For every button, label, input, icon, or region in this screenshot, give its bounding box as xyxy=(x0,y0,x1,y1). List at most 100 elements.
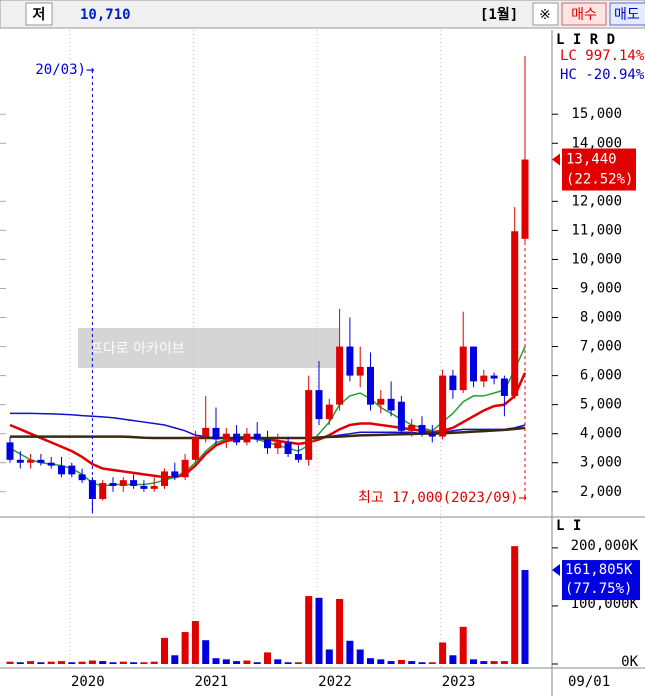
volume-bar xyxy=(274,659,282,664)
low-annotation: 20/03)→ xyxy=(35,62,94,78)
volume-bar xyxy=(521,570,529,664)
candle-body xyxy=(222,433,230,440)
candle-body xyxy=(140,485,148,489)
candle-body xyxy=(150,485,158,489)
settings-button[interactable] xyxy=(532,2,559,26)
volume-bar xyxy=(150,661,158,664)
volume-bar xyxy=(16,662,24,664)
volume-bar xyxy=(490,661,498,664)
volume-bar xyxy=(459,626,467,664)
candle-body xyxy=(274,442,282,449)
y-tick-label: 3,000 xyxy=(580,455,622,471)
toolbar-price: 10,710 xyxy=(80,7,131,23)
y-tick-label: 7,000 xyxy=(580,339,622,355)
candle-body xyxy=(253,433,261,440)
volume-bar xyxy=(449,655,457,664)
y-tick-label: 11,000 xyxy=(571,222,622,238)
volume-icon: L I xyxy=(556,518,581,534)
candle-body xyxy=(294,454,302,460)
volume-bar xyxy=(336,598,344,664)
volume-bar xyxy=(253,662,261,664)
volume-tag-label: 161,805K xyxy=(565,562,633,578)
candle-body xyxy=(233,433,241,443)
buy-button[interactable] xyxy=(561,2,607,26)
candle-body xyxy=(490,375,498,379)
y-tick-label: 15,000 xyxy=(571,106,622,122)
price-tag-label: 13,440 xyxy=(566,152,617,168)
price-tag-change: (22.52%) xyxy=(566,172,633,188)
volume-bar xyxy=(88,660,96,664)
candle-body xyxy=(315,390,323,420)
candle-body xyxy=(58,465,65,475)
watermark-box xyxy=(78,328,340,368)
volume-bar xyxy=(480,661,488,664)
candle-body xyxy=(418,424,426,434)
candle-body xyxy=(171,471,179,478)
volume-bar xyxy=(161,637,168,664)
volume-bar xyxy=(367,658,374,664)
y-tick-label: 5,000 xyxy=(580,397,622,413)
date-label: 09/01 xyxy=(568,674,610,690)
volume-bar xyxy=(130,662,138,664)
candle-body xyxy=(356,366,364,376)
candle-body xyxy=(284,442,292,455)
x-tick-label: 2020 xyxy=(71,674,105,690)
candle-body xyxy=(212,427,220,440)
label-box xyxy=(25,2,53,26)
volume-bar xyxy=(418,662,426,664)
candle-body xyxy=(305,390,313,460)
settings-icon: ※ xyxy=(539,7,551,23)
volume-bar xyxy=(294,662,302,664)
candle-body xyxy=(109,483,117,486)
candle-body xyxy=(470,346,477,382)
volume-tag xyxy=(562,560,640,601)
volume-bar xyxy=(408,661,416,664)
candle-body xyxy=(202,427,210,437)
y-tick-label: 8,000 xyxy=(580,310,622,326)
volume-bar xyxy=(243,660,251,664)
volume-bar xyxy=(511,546,519,664)
candle-body xyxy=(6,442,14,460)
volume-tag-change: (77.75%) xyxy=(565,581,632,597)
volume-bar xyxy=(99,661,107,664)
volume-bar xyxy=(439,642,447,664)
volume-bar xyxy=(119,661,127,664)
candle-body xyxy=(500,378,508,396)
candle-body xyxy=(336,346,344,405)
period[interactable]: [1월] xyxy=(480,6,518,23)
candle-body xyxy=(480,375,488,382)
panel-icon: L I R D xyxy=(556,32,615,48)
volume-bar xyxy=(58,661,65,664)
sell-button[interactable] xyxy=(609,2,645,26)
volume-bar xyxy=(264,652,271,664)
candle-body xyxy=(264,439,271,449)
hc-label: HC -20.94% xyxy=(560,67,645,83)
volume-bar xyxy=(346,640,354,664)
candle-body xyxy=(27,459,35,463)
volume-tick-label: 0K xyxy=(621,654,638,670)
high-annotation: 최고 17,000(2023/09)→ xyxy=(358,490,527,506)
sell-label: 매도 xyxy=(614,7,640,23)
x-tick-label: 2023 xyxy=(442,674,476,690)
candle-body xyxy=(367,366,374,405)
x-tick-label: 2021 xyxy=(195,674,229,690)
lc-label: LC 997.14% xyxy=(560,48,645,64)
y-tick-label: 14,000 xyxy=(571,135,622,151)
volume-bar xyxy=(222,659,230,664)
candle-body xyxy=(243,433,251,443)
volume-bar xyxy=(6,661,14,664)
volume-bar xyxy=(325,649,333,664)
candle-body xyxy=(428,433,436,437)
volume-bar xyxy=(78,661,86,664)
volume-bar xyxy=(428,662,436,664)
volume-bar xyxy=(68,662,76,664)
volume-bar xyxy=(191,621,199,664)
candle-body xyxy=(88,480,96,500)
candle-body xyxy=(459,346,467,391)
volume-bar xyxy=(305,596,313,664)
volume-bar xyxy=(356,649,364,664)
y-tick-label: 4,000 xyxy=(580,426,622,442)
candle-body xyxy=(191,436,199,460)
